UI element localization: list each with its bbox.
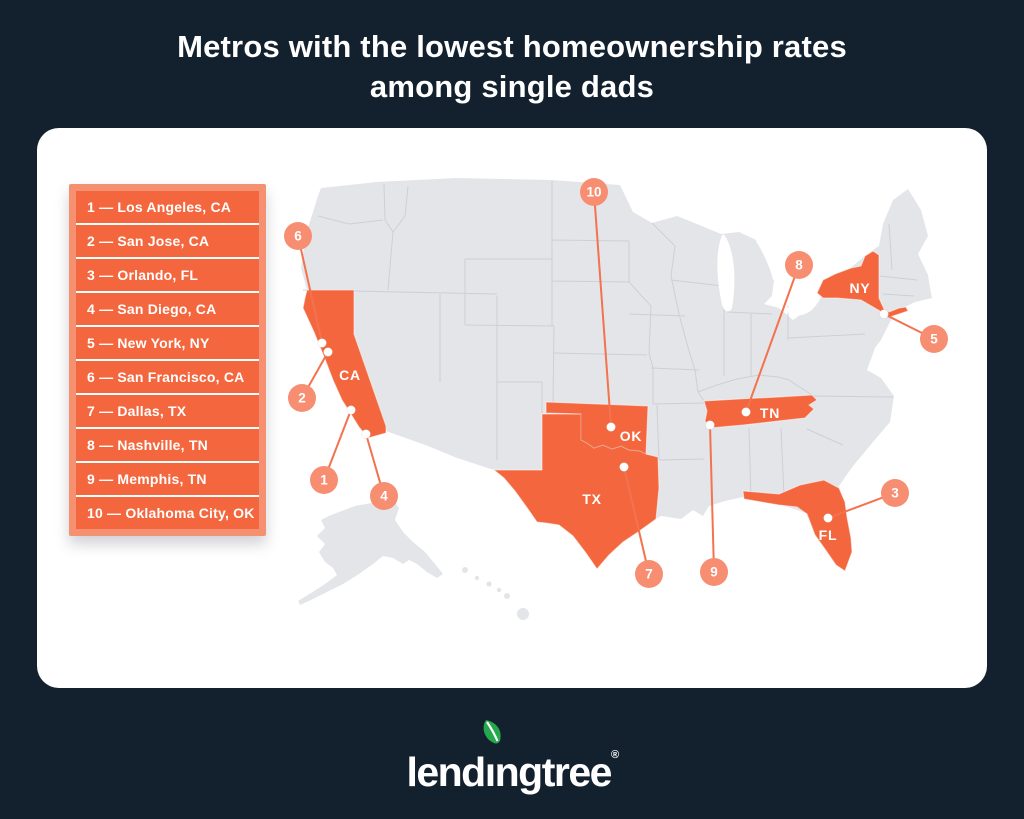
state-label-fl: FL [819, 527, 838, 543]
city-dot-oklahoma-city [606, 422, 616, 432]
state-new-york [816, 250, 909, 318]
registered-mark: ® [610, 749, 619, 761]
city-dot-memphis [705, 420, 715, 430]
legend-item-4: 4 — San Diego, CA [76, 293, 259, 327]
leader-line-9 [709, 424, 715, 573]
svg-text:7: 7 [645, 567, 653, 582]
city-dots [317, 309, 889, 523]
legend-item-3: 3 — Orlando, FL [76, 259, 259, 293]
marker-badge-6: 6 [284, 222, 312, 250]
state-tennessee [703, 394, 818, 429]
svg-text:10: 10 [586, 185, 601, 200]
leaf-icon [483, 720, 501, 744]
legend: 1 — Los Angeles, CA 2 — San Jose, CA 3 —… [69, 184, 266, 536]
state-label-tn: TN [760, 405, 780, 421]
svg-text:5: 5 [930, 332, 938, 347]
legend-item-2: 2 — San Jose, CA [76, 225, 259, 259]
lake-michigan [717, 234, 735, 312]
logo-text-part2: ngtree [494, 749, 613, 795]
city-dot-nashville [741, 407, 751, 417]
legend-item-8: 8 — Nashville, TN [76, 429, 259, 463]
page-title-line1: Metros with the lowest homeownership rat… [177, 29, 847, 64]
svg-text:9: 9 [710, 565, 718, 580]
legend-item-7: 7 — Dallas, TX [76, 395, 259, 429]
city-dot-san-diego [361, 429, 371, 439]
city-dot-new-york [879, 309, 889, 319]
svg-text:1: 1 [320, 473, 328, 488]
svg-text:4: 4 [380, 489, 388, 504]
marker-badge-7: 7 [635, 560, 663, 588]
legend-item-1: 1 — Los Angeles, CA [76, 191, 259, 225]
great-lakes [717, 234, 853, 316]
svg-text:6: 6 [294, 229, 302, 244]
legend-item-9: 9 — Memphis, TN [76, 463, 259, 497]
lake-huron [756, 236, 782, 280]
state-label-ny: NY [849, 280, 870, 296]
city-dot-san-jose [323, 347, 333, 357]
leader-line-7 [623, 466, 650, 575]
city-dot-los-angeles [346, 405, 356, 415]
tx-ok-border [580, 414, 647, 455]
city-dot-dallas [619, 462, 629, 472]
legend-item-5: 5 — New York, NY [76, 327, 259, 361]
legend-item-6: 6 — San Francisco, CA [76, 361, 259, 395]
marker-badge-3: 3 [881, 479, 909, 507]
marker-badge-2: 2 [288, 384, 316, 412]
alaska [298, 500, 443, 605]
legend-item-10: 10 — Oklahoma City, OK [76, 497, 259, 529]
state-florida [742, 479, 853, 572]
leader-line-6 [297, 235, 323, 344]
state-borders [303, 181, 918, 500]
state-label-tx: TX [582, 491, 602, 507]
page-title: Metros with the lowest homeownership rat… [0, 27, 1024, 107]
marker-badge-4: 4 [370, 482, 398, 510]
state-labels: CA TX OK TN NY FL [339, 280, 870, 543]
marker-badge-9: 9 [700, 558, 728, 586]
state-oklahoma [545, 401, 649, 455]
marker-badge-1: 1 [310, 466, 338, 494]
svg-text:8: 8 [795, 258, 803, 273]
lake-erie [781, 293, 823, 316]
logo-text-part1: lend [406, 749, 486, 795]
lendingtree-logo: lend ıngtree® [0, 720, 1024, 807]
leader-line-10 [593, 191, 612, 428]
svg-text:3: 3 [891, 486, 899, 501]
highlighted-states [302, 250, 909, 572]
hawaii [462, 567, 529, 620]
marker-badges: 1 2 3 4 5 6 7 [284, 178, 948, 588]
state-label-ca: CA [339, 367, 361, 383]
logo-letter-i: ı [484, 749, 496, 795]
marker-badge-10: 10 [580, 178, 608, 206]
marker-badge-5: 5 [920, 325, 948, 353]
page-title-line2: among single dads [369, 69, 655, 104]
us-landmass [301, 178, 932, 571]
state-label-ok: OK [620, 428, 643, 444]
map-card: CA TX OK TN NY FL 1 2 3 4 [37, 128, 987, 688]
city-dot-san-francisco [317, 338, 327, 348]
us-map: CA TX OK TN NY FL 1 2 3 4 [284, 178, 948, 620]
state-california [302, 289, 387, 439]
marker-badge-8: 8 [785, 251, 813, 279]
leader-line-8 [745, 264, 800, 413]
svg-text:2: 2 [298, 391, 306, 406]
city-dot-orlando [823, 513, 833, 523]
leader-lines [297, 191, 935, 575]
